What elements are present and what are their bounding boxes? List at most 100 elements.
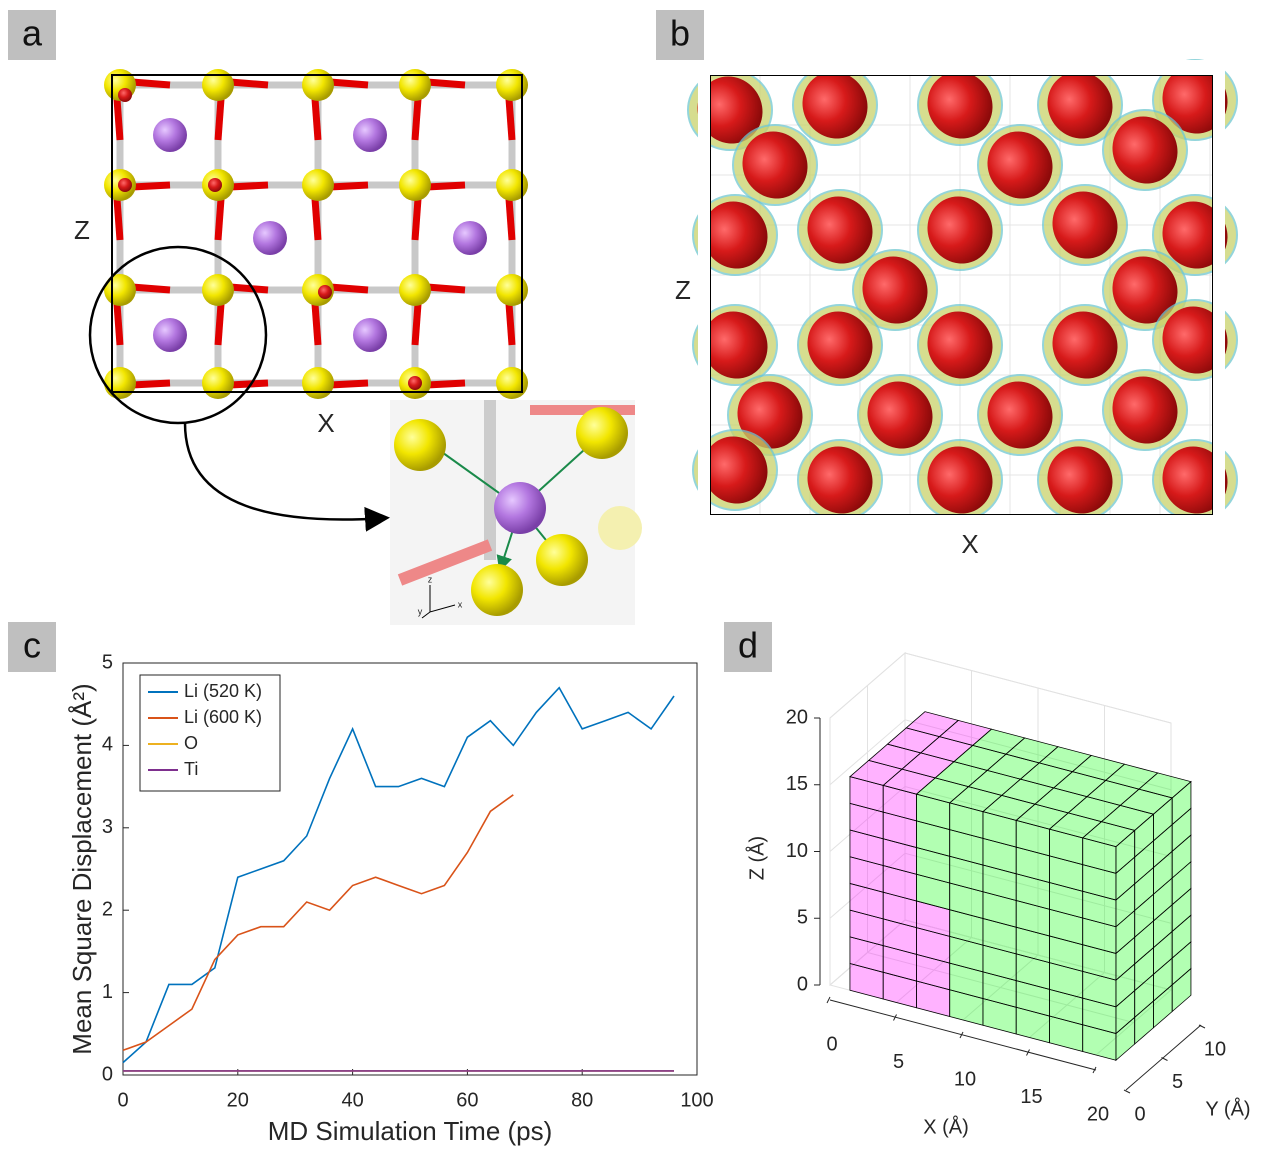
bond [117,99,120,140]
z-axis-label: Z (Å) [745,836,768,880]
bond [132,287,170,290]
atom-o [118,88,132,102]
x-tick-label: 40 [341,1089,363,1111]
x-tick-label: 5 [893,1051,904,1073]
panel-label: c [23,625,41,666]
y-tick-label: 3 [102,816,113,838]
z-tick-label: 0 [797,973,808,995]
bond [415,199,418,240]
inset-axis-label: x [458,599,463,609]
bond [330,185,368,187]
bond [427,185,465,187]
bond [315,199,318,240]
z-tick-label: 10 [786,840,808,862]
axis-label: Z [74,215,90,245]
bond [117,304,120,345]
y-tick-label: 4 [102,734,113,756]
x-tick-label: 10 [954,1068,976,1090]
x-axis-label: MD Simulation Time (ps) [268,1116,553,1146]
x-tick-label: 15 [1020,1086,1042,1108]
atom-s [496,169,528,201]
bond [427,82,465,85]
atom-s [471,564,523,616]
atom-s [104,367,136,399]
atom-s [576,407,628,459]
panel-label: d [738,625,758,666]
bond [415,99,418,140]
bond [415,304,418,345]
legend-label: Li (600 K) [184,707,262,727]
figure: a b c d Z X zyx Z X 020406080100012345MD… [0,0,1263,1149]
bond [315,99,318,140]
atom-li [353,318,387,352]
atom-s [399,169,431,201]
atom-s [302,69,334,101]
bond [315,304,318,345]
atom-o [318,285,332,299]
x-tick-label: 20 [1087,1103,1109,1125]
y-tick-label: 0 [1134,1103,1145,1125]
legend-label: Ti [184,759,198,779]
y-tick-label: 1 [102,981,113,1003]
y-axis-label: Y (Å) [1205,1097,1250,1120]
bond [230,287,268,290]
bond [230,185,268,187]
bond [427,383,465,385]
bond [132,383,170,385]
legend-label: O [184,733,198,753]
bond [230,383,268,385]
atom-o [118,178,132,192]
atom-li [353,118,387,152]
y-tick-label: 5 [102,651,113,673]
atom-s [202,274,234,306]
inset-axis-label: z [428,574,433,584]
bond [330,287,368,290]
bond [117,199,120,240]
x-axis-label: X (Å) [923,1115,969,1138]
panel-a: Z X zyx [74,69,642,625]
y-tick-label: 0 [102,1063,113,1085]
atom-o [208,178,222,192]
x-tick-label: 80 [571,1089,593,1111]
z-tick-label: 15 [786,773,808,795]
bond [427,287,465,290]
bond [509,99,512,140]
panel-label: a [22,13,43,54]
atom-s [202,69,234,101]
x-tick-label: 60 [456,1089,478,1111]
x-tick-label: 100 [680,1089,713,1111]
atom-s [302,367,334,399]
atom-li [494,482,546,534]
atom-s [536,534,588,586]
inset: zyx [390,400,642,625]
bond [218,199,221,240]
zoom-arrow [185,423,385,520]
bond [330,82,368,85]
z-tick-label: 5 [797,907,808,929]
x-tick-label: 20 [227,1089,249,1111]
axis-label: X [961,529,978,559]
bond [330,383,368,385]
bond [132,185,170,187]
atom-li [153,318,187,352]
axis-label: Z [675,275,691,305]
atom-s [394,419,446,471]
atom-s [496,69,528,101]
x-tick-label: 0 [117,1089,128,1111]
atom-s [598,506,642,550]
axis-label: X [317,408,334,438]
bond [218,304,221,345]
y-axis-label: Mean Square Displacement (Å²) [67,683,97,1054]
atom-li [453,221,487,255]
panel-label: b [670,13,690,54]
bond [132,82,170,85]
bond [509,199,512,240]
atom-s [399,274,431,306]
bond [218,99,221,140]
atom-s [399,69,431,101]
panel-b: Z X [675,55,1240,559]
atom-li [153,118,187,152]
atom-li [253,221,287,255]
y-tick [1124,1090,1130,1093]
